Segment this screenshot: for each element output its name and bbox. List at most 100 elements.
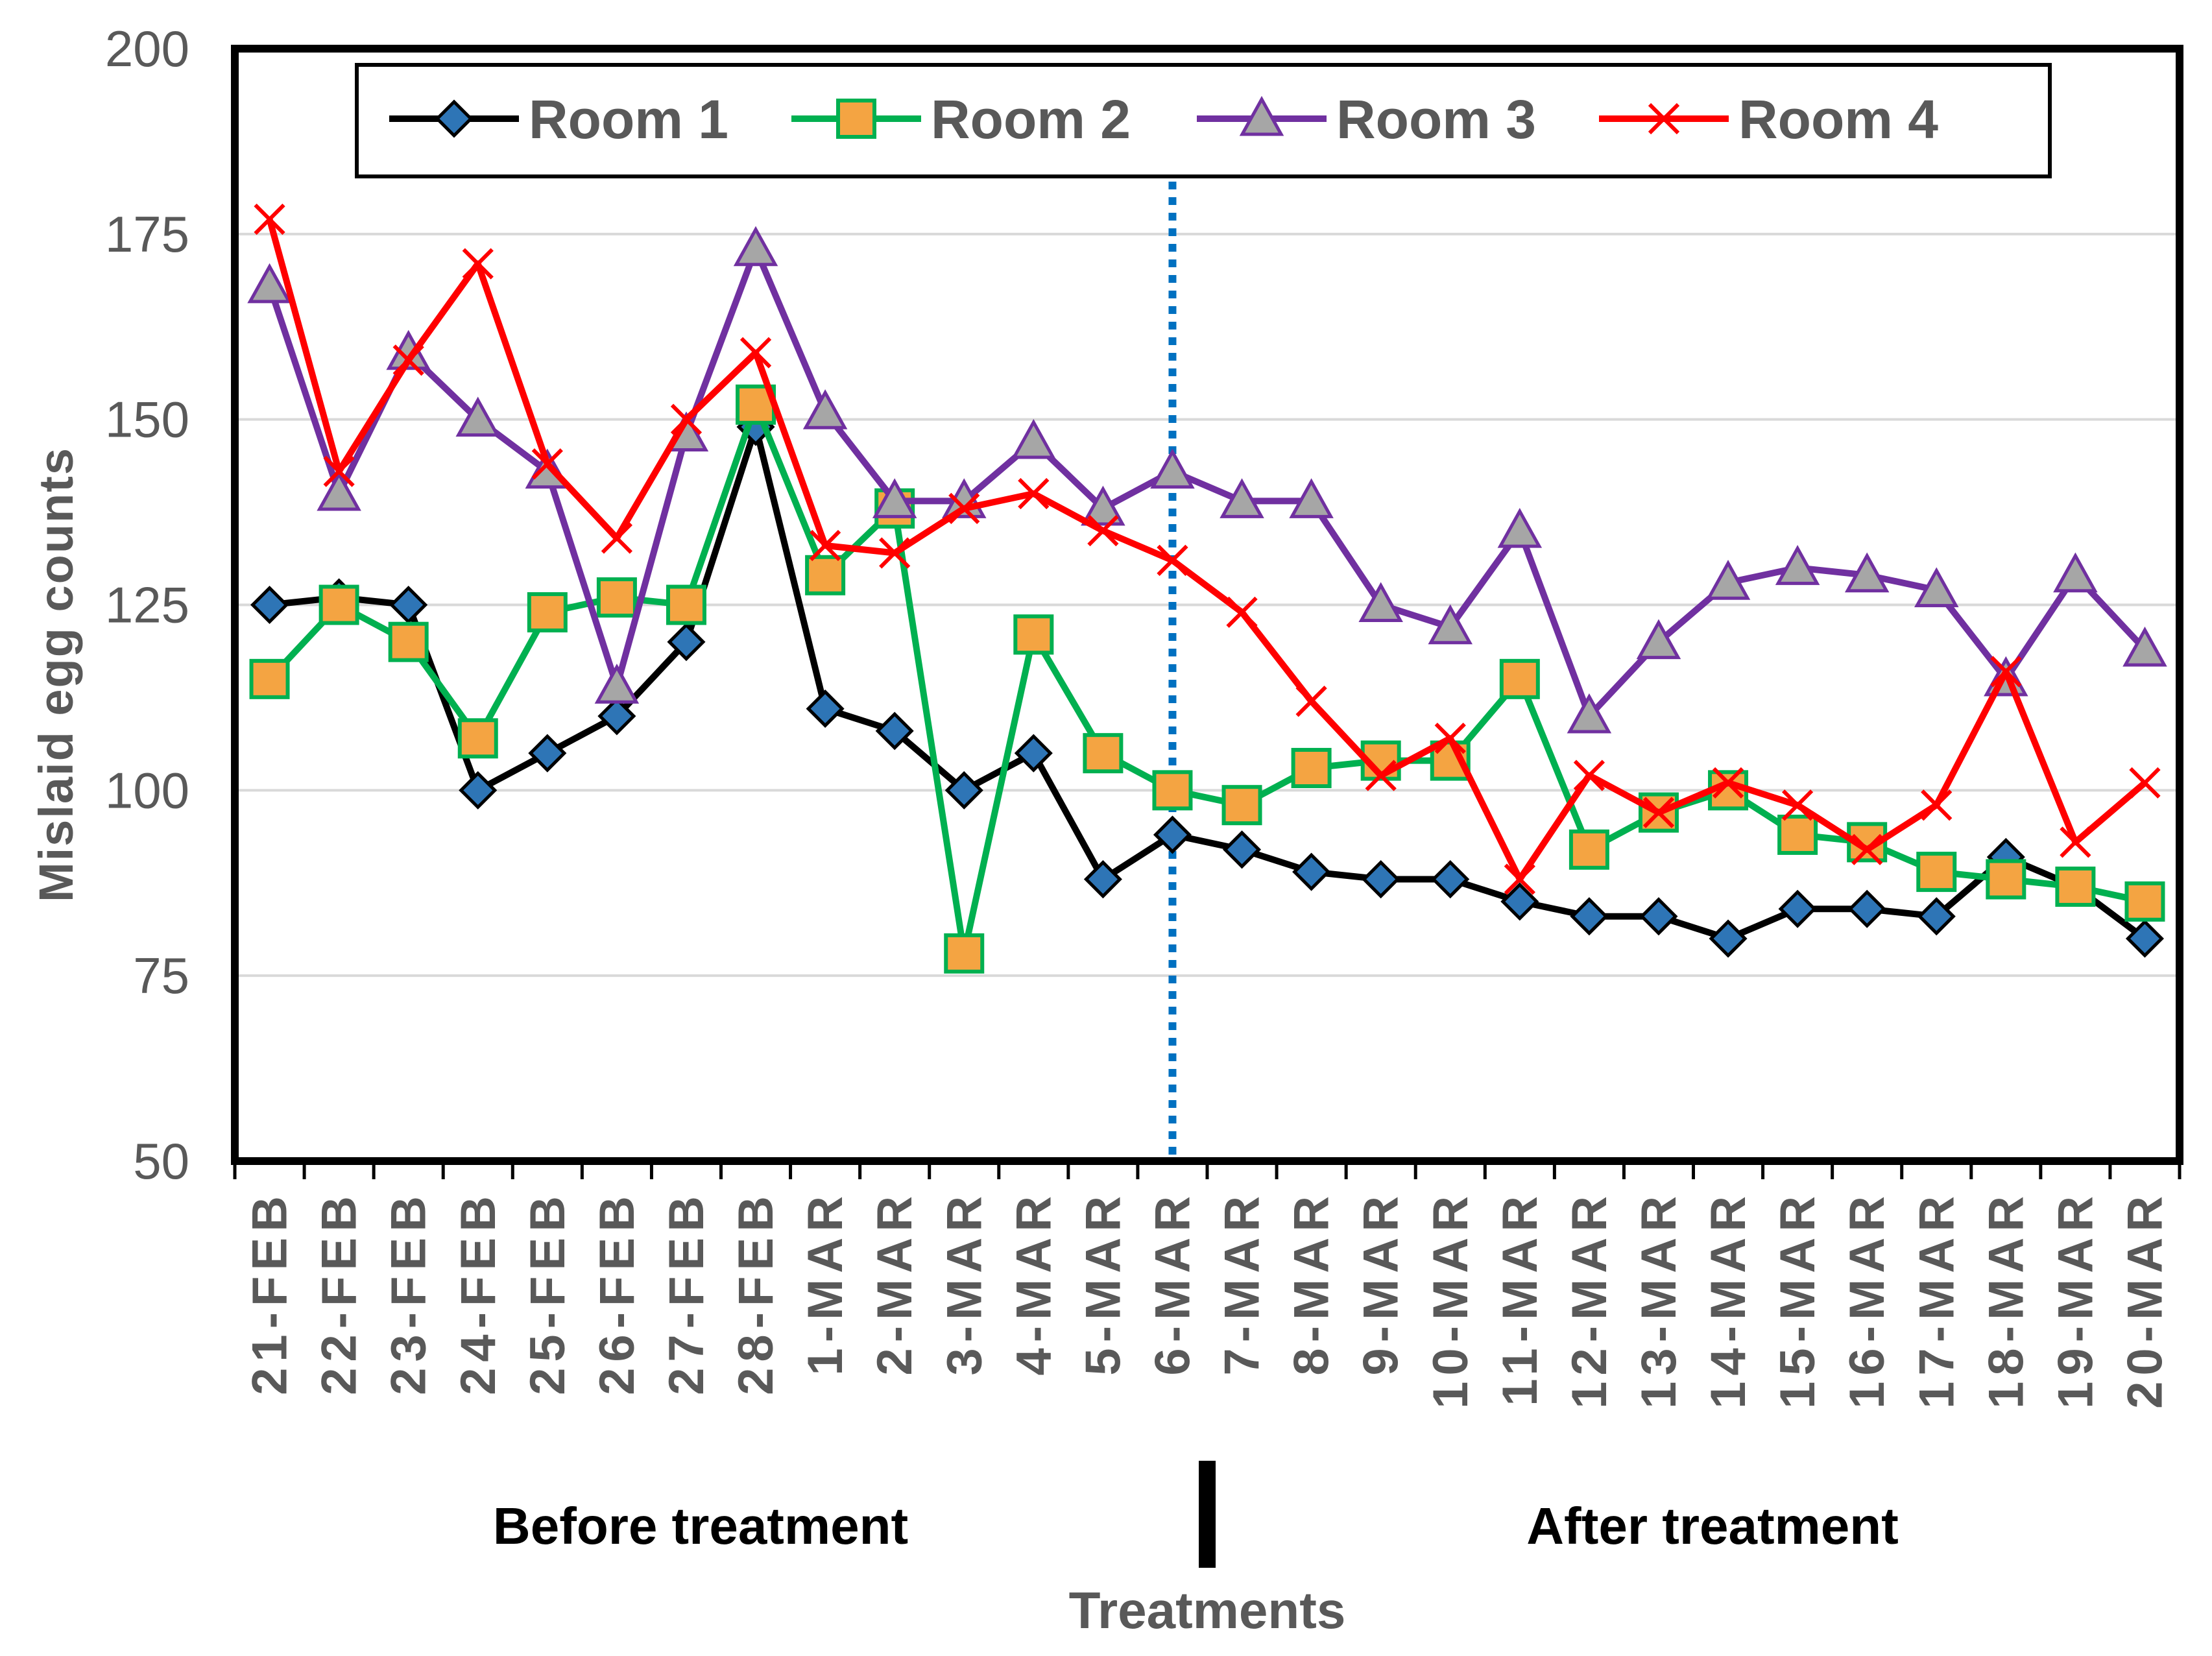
series-room-1-marker [1917, 897, 1956, 936]
series-room-1-marker [1847, 889, 1886, 928]
series-room-2-marker [527, 592, 568, 632]
series-room-3-marker [1914, 567, 1959, 608]
x-tick-label: 22-FEB [312, 1190, 367, 1395]
series-room-2-marker [2055, 866, 2096, 907]
series-room-2-marker [805, 555, 846, 595]
x-tick-label: 2-MAR [867, 1190, 922, 1376]
series-room-4-marker [1990, 656, 2022, 688]
series-room-4-marker [1365, 760, 1397, 791]
y-axis-label: Mislaid egg counts [29, 447, 83, 902]
series-room-3-marker [317, 470, 361, 511]
x-tick-label: 24-FEB [451, 1190, 506, 1395]
series-room-2-marker [1986, 859, 2026, 900]
series-room-3-marker [2122, 626, 2167, 667]
y-tick-label: 175 [105, 206, 189, 263]
series-room-2-marker [457, 718, 498, 759]
x-tick-label: 4-MAR [1006, 1190, 1061, 1376]
series-room-4-marker [948, 492, 980, 524]
x-tick-label: 14-MAR [1701, 1190, 1756, 1409]
series-room-1-marker [944, 771, 983, 810]
series-room-2-marker [1291, 748, 1332, 789]
series-room-1-marker [875, 712, 914, 750]
legend-items: Room 1 Room 2 Room 3 Room 4 [389, 89, 1938, 150]
x-tick-label: 19-MAR [2048, 1190, 2103, 1409]
series-room-2-marker [1569, 829, 1609, 870]
series-room-1-marker [250, 585, 289, 625]
series-room-1-marker [2125, 919, 2164, 958]
x-tick-label: 21-FEB [243, 1190, 298, 1395]
series-room-4-marker [1018, 477, 1050, 510]
series-room-4-marker [1781, 789, 1814, 821]
series-room-4-marker [1157, 544, 1188, 577]
y-tick-label: 125 [105, 577, 189, 634]
x-tick-label: 26-FEB [590, 1190, 645, 1395]
series-room-3-marker [594, 664, 640, 704]
series-room-3-marker [1428, 604, 1473, 645]
y-tick-label: 200 [105, 20, 189, 77]
series-room-1-marker [389, 585, 428, 625]
series-room-1-marker [597, 697, 636, 736]
legend-label-room-2: Room 2 [931, 89, 1131, 150]
series-room-2-marker [1777, 814, 1818, 855]
series-room-4-marker [531, 448, 563, 480]
series-room-4-marker [462, 248, 494, 280]
series-room-1-marker [1083, 859, 1122, 899]
legend-label-room-1: Room 1 [529, 89, 728, 150]
series-room-3-marker [247, 263, 292, 304]
series-room-4-marker [1226, 596, 1258, 629]
series-room-3-marker [802, 389, 848, 429]
series-room-4-marker [1851, 834, 1883, 865]
series-room-1-marker [435, 99, 474, 138]
series-room-2-marker [388, 621, 429, 662]
series-room-4-marker [2129, 767, 2161, 799]
x-axis-ticks: 21-FEB 22-FEB 23-FEB 24-FEB 25-FEB 26-FEB 27-F… [233, 1161, 2182, 1409]
series-room-3-marker [733, 226, 778, 267]
series-room-1-marker [1153, 815, 1192, 854]
series-room-1-marker [1362, 859, 1401, 899]
series-room-3-marker [1358, 582, 1403, 622]
series-room-2-line [267, 401, 2146, 957]
series-room-3-marker [1081, 485, 1125, 526]
x-tick-label: 12-MAR [1562, 1190, 1617, 1409]
series-room-2-marker [666, 584, 706, 625]
y-tick-label: 75 [133, 947, 189, 1004]
series-room-3-marker [2053, 552, 2098, 593]
series-room-1-marker [1014, 734, 1053, 773]
series-room-4-marker [1295, 686, 1327, 717]
series-room-4-marker [879, 537, 911, 569]
x-tick-label: 7-MAR [1215, 1190, 1270, 1376]
series-room-3-marker [1289, 478, 1334, 518]
x-tick-label: 9-MAR [1354, 1190, 1409, 1376]
series-room-2-marker [596, 577, 637, 618]
series-room-4-marker [1648, 102, 1680, 135]
before-treatment-label: Before treatment [493, 1497, 908, 1555]
gridlines [235, 232, 2180, 978]
x-tick-label: 28-FEB [728, 1190, 784, 1395]
treatment-marker-bar [1199, 1461, 1216, 1568]
series-room-1-line [269, 424, 2147, 942]
series-room-1-marker [1500, 882, 1539, 921]
legend: Room 1 Room 2 Room 3 Room 4 [355, 63, 2052, 178]
series-room-4-marker [1434, 723, 1466, 754]
series-room-4-marker [1642, 797, 1675, 828]
series-room-1-marker [1778, 889, 1817, 928]
x-tick-label: 25-FEB [520, 1190, 575, 1395]
series-room-1-marker [528, 734, 567, 773]
series-room-3-marker [1636, 619, 1681, 660]
x-tick-label: 27-FEB [659, 1190, 714, 1395]
series-room-4-marker [2060, 826, 2091, 858]
series-room-2-marker [1152, 770, 1193, 811]
series-room-4-marker [809, 529, 841, 562]
series-room-2-marker [1221, 785, 1262, 826]
series-room-3-marker [1775, 545, 1820, 585]
series-room-2-marker [319, 584, 359, 625]
series-room-3-marker [1497, 508, 1543, 548]
series-room-3-marker [455, 396, 500, 437]
series-room-4-marker [1921, 789, 1953, 821]
x-tick-label: 5-MAR [1076, 1190, 1131, 1376]
y-tick-label: 50 [133, 1133, 189, 1190]
series-room-1-marker [1570, 897, 1609, 936]
series-room-2-marker [1013, 614, 1054, 655]
x-tick-label: 6-MAR [1145, 1190, 1200, 1376]
